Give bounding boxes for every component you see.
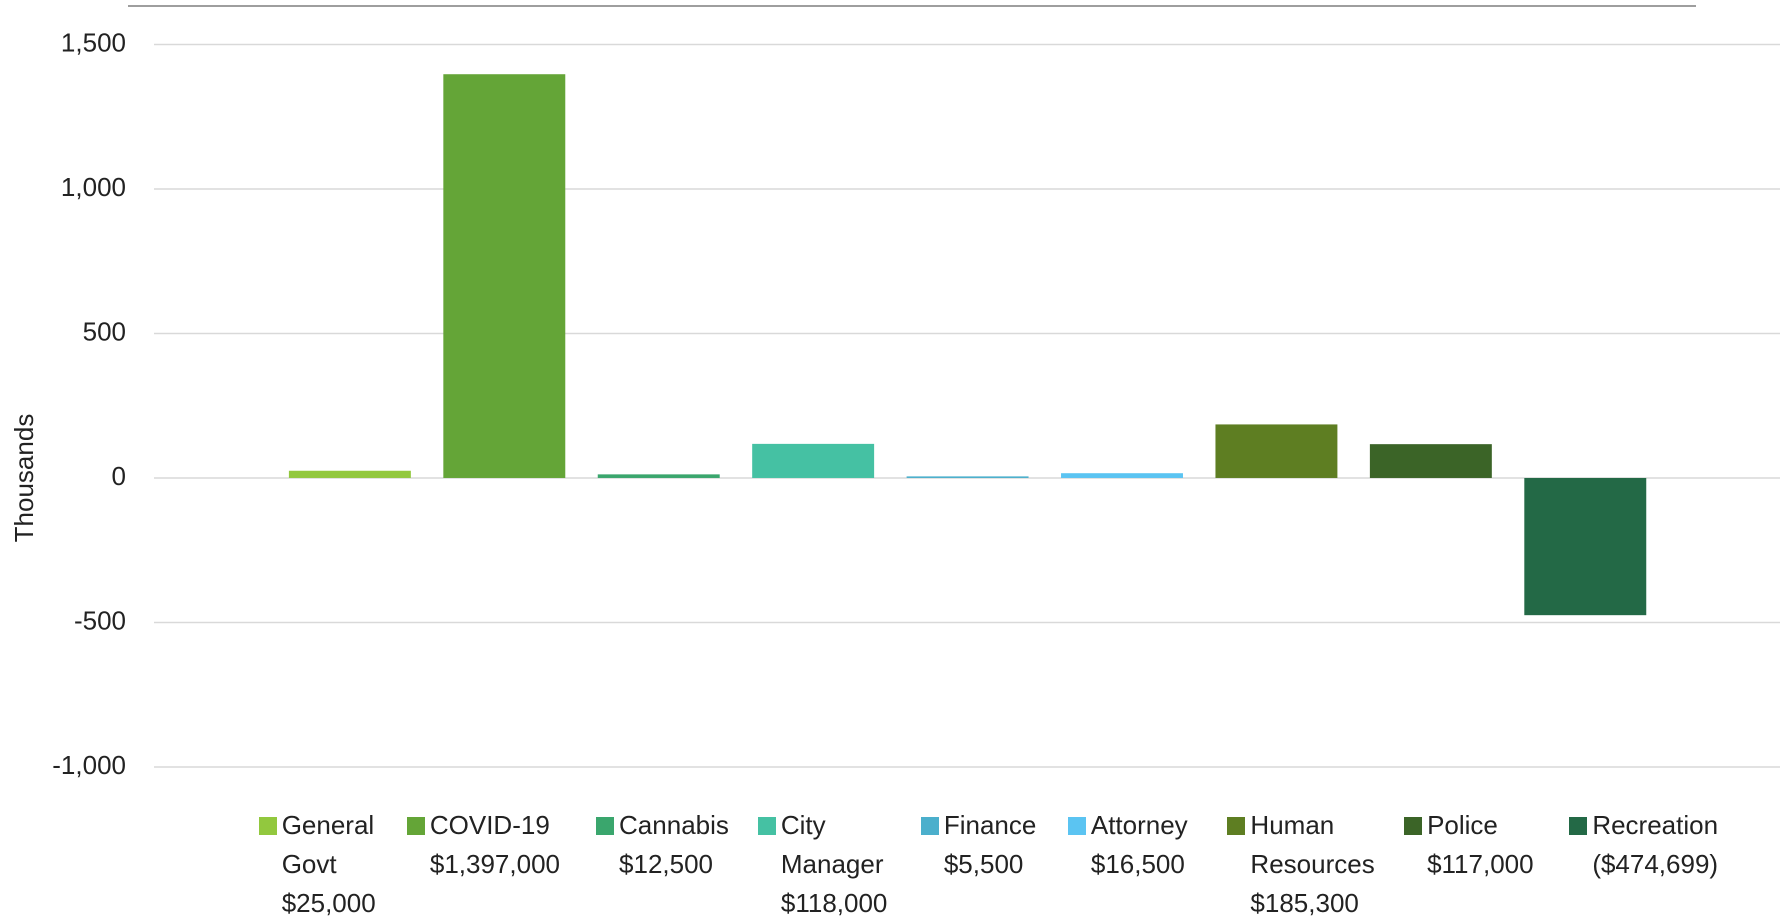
legend-label: Recreation	[1592, 810, 1719, 840]
legend-label: City Manager	[780, 810, 884, 879]
y-tick-label: -1,000	[52, 750, 126, 780]
legend-item: Police $117,000	[1404, 806, 1567, 884]
legend-value: $118,000	[780, 888, 888, 918]
legend-swatch	[1404, 817, 1423, 835]
legend-value: $16,500	[1090, 849, 1185, 879]
legend-item: City Manager $118,000	[757, 806, 919, 919]
legend-swatch	[920, 817, 939, 835]
legend-swatch	[596, 817, 615, 835]
legend-swatch	[1067, 817, 1086, 835]
bar	[752, 443, 875, 478]
bar	[1215, 424, 1338, 478]
bar	[1524, 477, 1647, 616]
legend-item: Finance $5,500	[920, 806, 1066, 884]
legend-value: $12,500	[619, 849, 714, 879]
bar	[906, 476, 1029, 478]
legend-item: General Govt $25,000	[258, 806, 405, 919]
legend-swatch	[258, 817, 277, 835]
legend-swatch	[1569, 817, 1588, 835]
legend-value: ($474,699)	[1592, 849, 1719, 879]
legend-text: Cannabis $12,500	[619, 806, 756, 884]
y-tick-label: 1,500	[61, 27, 126, 57]
legend-value: $1,397,000	[429, 849, 560, 879]
legend-label: Human Resources	[1250, 810, 1375, 879]
legend-label: Finance	[943, 810, 1037, 840]
bar	[1369, 444, 1492, 478]
legend-label: Cannabis	[619, 810, 729, 840]
legend-swatch	[757, 817, 776, 835]
legend-swatch	[406, 817, 425, 835]
legend-value: $117,000	[1427, 849, 1534, 879]
legend-value: $25,000	[281, 888, 376, 918]
legend-label: General Govt	[281, 810, 375, 879]
legend-swatch	[1227, 817, 1246, 835]
legend-text: General Govt $25,000	[282, 806, 405, 919]
legend-item: COVID-19 $1,397,000	[406, 806, 594, 884]
legend-text: Recreation ($474,699)	[1592, 806, 1758, 884]
legend-item: Recreation ($474,699)	[1569, 806, 1758, 884]
legend-value: $5,500	[943, 849, 1024, 879]
y-tick-label: 1,000	[61, 172, 126, 202]
legend-item: Attorney $16,500	[1067, 806, 1225, 884]
legend-item: Cannabis $12,500	[596, 806, 756, 884]
bar	[597, 474, 720, 478]
legend-text: City Manager $118,000	[781, 806, 919, 919]
legend-text: Finance $5,500	[944, 806, 1066, 884]
legend-label: Police	[1427, 810, 1498, 840]
legend-text: Police $117,000	[1427, 806, 1567, 884]
legend-label: COVID-19	[429, 810, 550, 840]
y-tick-label: 0	[112, 461, 126, 491]
bar	[288, 470, 411, 478]
legend-value: $185,300	[1250, 888, 1359, 918]
legend-text: Human Resources $185,300	[1250, 806, 1402, 919]
y-axis-label: Thousands	[9, 414, 39, 543]
bar	[443, 74, 566, 478]
legend-text: COVID-19 $1,397,000	[430, 806, 594, 884]
y-tick-label: 500	[83, 316, 126, 346]
legend-item: Human Resources $185,300	[1227, 806, 1402, 919]
bar	[1061, 473, 1183, 478]
legend-label: Attorney	[1090, 810, 1188, 840]
y-tick-label: -500	[74, 605, 126, 635]
legend-text: Attorney $16,500	[1091, 806, 1225, 884]
